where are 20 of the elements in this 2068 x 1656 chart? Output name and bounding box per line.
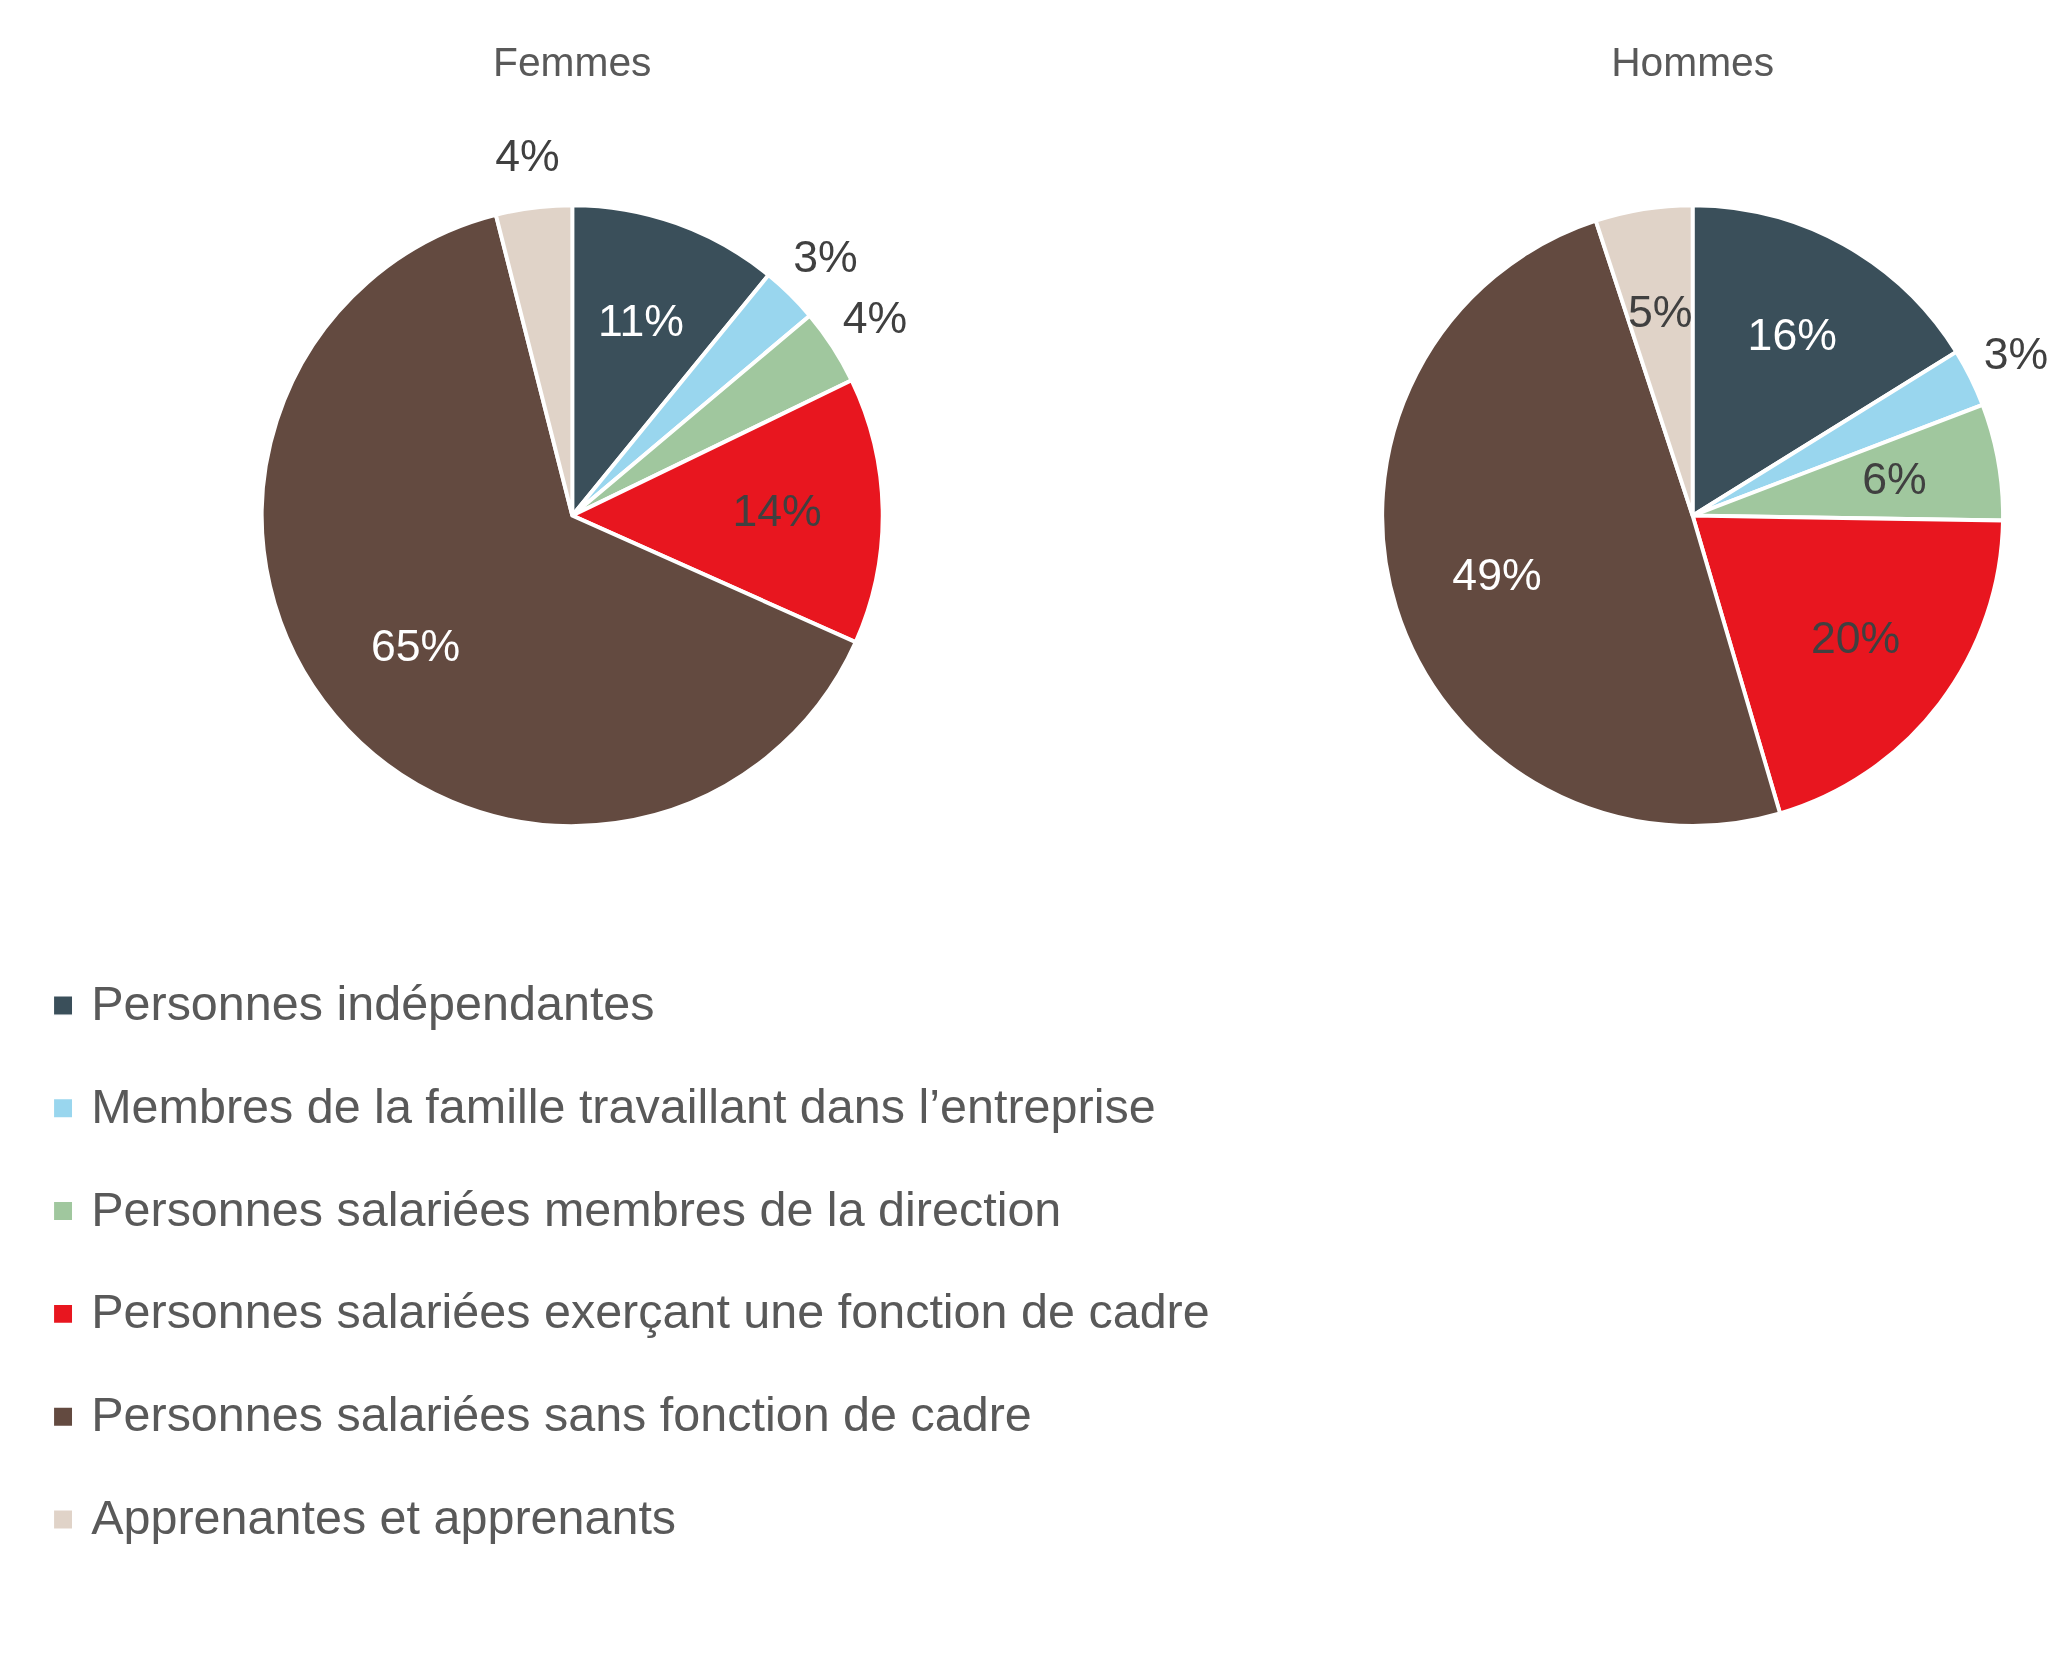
data-label: 6% bbox=[1862, 453, 1927, 503]
chart-title: Femmes bbox=[493, 39, 652, 86]
data-label: 4% bbox=[842, 292, 908, 342]
data-label: 3% bbox=[793, 232, 858, 282]
data-label: 5% bbox=[1628, 286, 1693, 336]
legend-label: Personnes salariées sans fonction de cadre bbox=[91, 1387, 1032, 1442]
legend-label: Apprenantes et apprenants bbox=[91, 1490, 677, 1545]
data-label: 49% bbox=[1452, 550, 1542, 600]
data-label: 65% bbox=[370, 621, 461, 671]
chart-title: Hommes bbox=[1611, 39, 1775, 86]
data-label: 11% bbox=[598, 296, 685, 346]
data-label: 16% bbox=[1747, 310, 1837, 360]
legend-label: Personnes indépendantes bbox=[91, 975, 655, 1030]
data-label: 3% bbox=[1983, 328, 2049, 378]
legend-label: Membres de la famille travaillant dans l’entreprise bbox=[91, 1078, 1156, 1133]
data-label: 14% bbox=[732, 485, 822, 535]
data-label: 4% bbox=[495, 131, 560, 181]
legend-label: Personnes salariées exerçant une fonction de cadre bbox=[91, 1284, 1210, 1339]
data-label: 20% bbox=[1810, 613, 1901, 663]
legend-label: Personnes salariées membres de la direction bbox=[91, 1181, 1062, 1236]
